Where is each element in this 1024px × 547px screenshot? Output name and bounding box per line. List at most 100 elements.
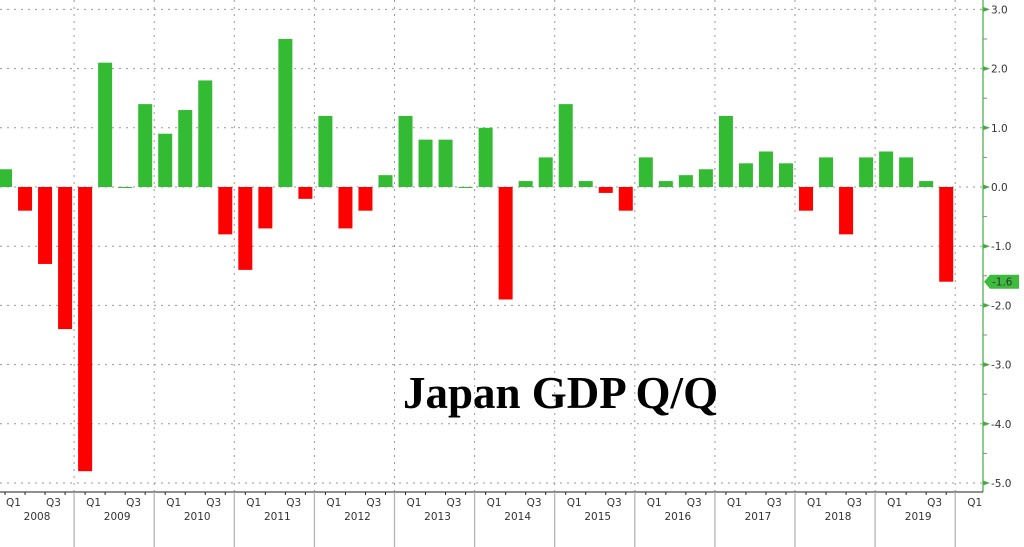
x-year-label: 2017: [745, 511, 772, 523]
x-year-label: 2015: [584, 511, 611, 523]
x-year-label: 2019: [905, 511, 932, 523]
x-quarter-label: Q3: [46, 497, 61, 509]
bar: [258, 187, 273, 229]
last-value-marker: -1.6: [984, 274, 1019, 289]
x-quarter-label: Q1: [807, 497, 822, 509]
bar: [78, 187, 93, 472]
x-year-label: 2009: [104, 511, 131, 523]
x-year-label: 2016: [664, 511, 691, 523]
y-tick-label: -5.0: [991, 478, 1012, 490]
x-quarter-label: Q3: [126, 497, 141, 509]
bar: [879, 151, 894, 187]
x-quarter-label: Q3: [847, 497, 862, 509]
bar: [218, 187, 233, 235]
bar: [338, 187, 353, 229]
x-year-label: 2018: [825, 511, 852, 523]
x-quarter-label: Q3: [366, 497, 381, 509]
bar: [778, 163, 793, 187]
y-tick-marker: [983, 184, 990, 190]
bar: [58, 187, 73, 330]
bar: [0, 169, 13, 187]
x-quarter-label: Q1: [727, 497, 742, 509]
bar: [458, 187, 473, 188]
bar: [578, 181, 593, 187]
y-tick-marker: [983, 125, 990, 131]
x-quarter-label: Q3: [527, 497, 542, 509]
y-tick-label: 1.0: [991, 123, 1008, 135]
y-tick-label: 2.0: [991, 64, 1008, 76]
x-quarter-label: Q1: [326, 497, 341, 509]
y-tick-label: 3.0: [991, 4, 1008, 16]
y-tick-marker: [983, 480, 990, 486]
x-year-label: 2008: [24, 511, 51, 523]
y-tick-label: -4.0: [991, 419, 1012, 431]
bar: [238, 187, 253, 270]
bar: [839, 187, 854, 235]
x-year-label: 2014: [504, 511, 531, 523]
x-quarter-label: Q1: [246, 497, 261, 509]
bar: [498, 187, 513, 300]
bar: [738, 163, 753, 187]
bar: [278, 39, 293, 187]
bar: [298, 187, 313, 199]
bar: [98, 62, 113, 187]
chart-title: Japan GDP Q/Q: [403, 368, 718, 418]
x-quarter-label: Q1: [166, 497, 181, 509]
bar: [919, 181, 934, 187]
bar: [178, 110, 193, 187]
bar: [438, 139, 453, 187]
x-year-label: 2011: [264, 511, 291, 523]
bar: [138, 104, 153, 187]
y-axis: 3.0 2.0 1.0 0.0 -1.0 -2.0 -3.0 -4.0 -5.0: [982, 0, 1012, 492]
y-tick-marker: [983, 302, 990, 308]
y-tick-marker: [983, 362, 990, 368]
x-quarter-label: Q1: [86, 497, 101, 509]
x-quarter-label: Q3: [607, 497, 622, 509]
x-quarter-label: Q1: [967, 497, 982, 509]
bar: [859, 157, 874, 187]
bar: [558, 104, 573, 187]
bar: [398, 115, 413, 187]
x-quarter-label: Q3: [687, 497, 702, 509]
x-quarter-label: Q3: [286, 497, 301, 509]
y-tick-marker: [983, 66, 990, 72]
y-tick-label: -3.0: [991, 360, 1012, 372]
bar: [418, 139, 433, 187]
y-tick-marker: [983, 243, 990, 249]
bar: [758, 151, 773, 187]
bar: [799, 187, 814, 211]
bar: [698, 169, 713, 187]
bar: [158, 133, 173, 187]
bar: [18, 187, 33, 211]
y-tick-label: 0.0: [991, 182, 1008, 194]
bar: [358, 187, 373, 211]
bar: [819, 157, 834, 187]
bar: [939, 187, 954, 282]
x-quarter-label: Q3: [767, 497, 782, 509]
bar: [638, 157, 653, 187]
grid-lines: [0, 0, 983, 492]
x-year-label: 2010: [184, 511, 211, 523]
x-quarter-label: Q1: [567, 497, 582, 509]
y-tick-label: -2.0: [991, 300, 1012, 312]
last-value-label: -1.6: [992, 277, 1013, 289]
bar: [38, 187, 53, 264]
x-quarter-label: Q3: [206, 497, 221, 509]
y-tick-marker: [983, 421, 990, 427]
bar: [318, 115, 333, 187]
x-quarter-label: Q1: [647, 497, 662, 509]
bar-series: [0, 39, 954, 472]
last-value-badge: [984, 274, 1019, 289]
x-quarter-label: Q1: [6, 497, 21, 509]
bar: [899, 157, 914, 187]
x-year-label: 2012: [344, 511, 371, 523]
x-quarter-label: Q1: [887, 497, 902, 509]
bar: [618, 187, 633, 211]
y-tick-marker: [983, 6, 990, 12]
x-quarter-label: Q1: [407, 497, 422, 509]
x-year-label: 2013: [424, 511, 451, 523]
x-quarter-label: Q3: [447, 497, 462, 509]
bar: [658, 181, 673, 187]
bar: [198, 80, 213, 187]
